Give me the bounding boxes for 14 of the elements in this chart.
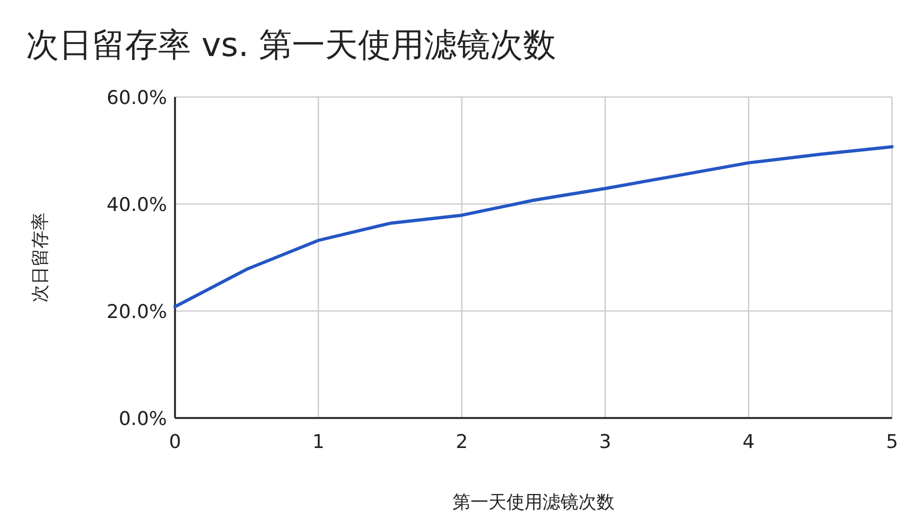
x-tick-label: 4 bbox=[742, 431, 755, 453]
y-tick-label: 0.0% bbox=[118, 408, 167, 430]
x-tick-label: 2 bbox=[456, 431, 468, 453]
x-tick-label: 5 bbox=[886, 431, 898, 453]
x-axis-title: 第一天使用滤镜次数 bbox=[452, 492, 614, 513]
y-tick-label: 40.0% bbox=[106, 194, 167, 216]
y-tick-label: 20.0% bbox=[106, 301, 167, 323]
x-tick-label: 0 bbox=[168, 431, 182, 453]
y-tick-label: 60.0% bbox=[106, 87, 167, 109]
y-axis-title: 次日留存率 bbox=[30, 212, 51, 302]
chart-title: 次日留存率 vs. 第一天使用滤镜次数 bbox=[26, 25, 556, 64]
x-tick-label: 3 bbox=[599, 431, 612, 453]
line-series bbox=[173, 145, 894, 308]
x-tick-label: 1 bbox=[312, 431, 324, 453]
